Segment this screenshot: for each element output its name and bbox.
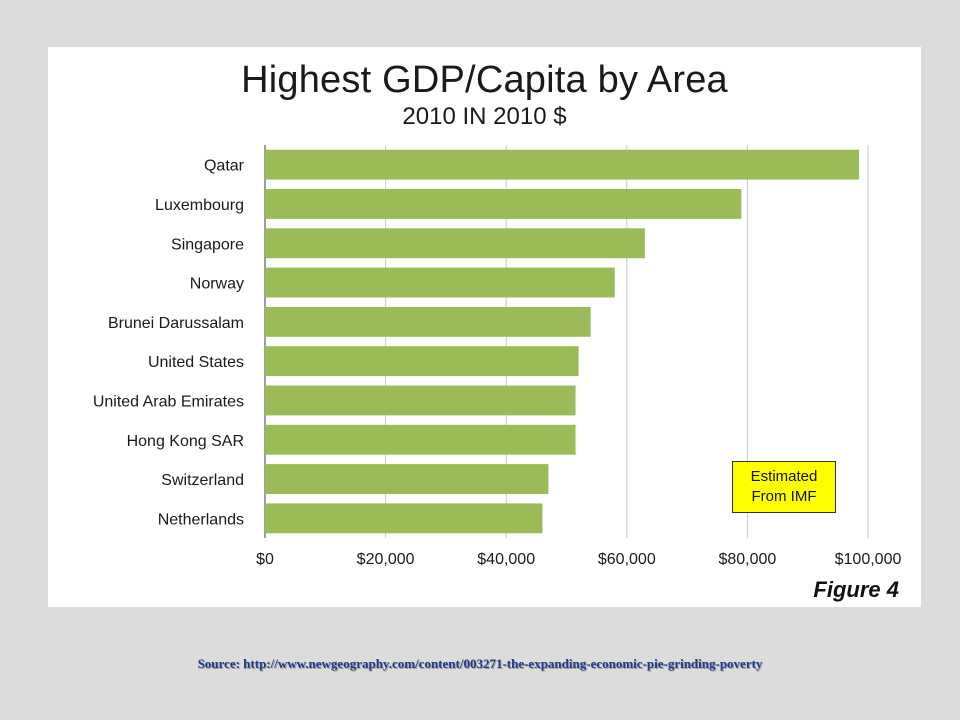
note-line-1: Estimated [750,468,818,485]
bar [265,306,591,337]
x-tick-labels: $0 $20,000 $40,000 $60,000 $80,000 $100,000 [256,551,901,568]
category-label: Luxembourg [155,197,244,214]
figure-label: Figure 4 [813,577,899,602]
x-tick-label: $100,000 [835,551,902,568]
category-label: United States [148,354,244,371]
x-tick-label: $40,000 [477,551,535,568]
bar [265,267,615,298]
category-label: Singapore [171,236,244,253]
x-tick-label: $20,000 [357,551,415,568]
x-tick-label: $60,000 [598,551,656,568]
bar [265,189,742,219]
bar [265,385,576,416]
chart-subtitle: 2010 IN 2010 $ [402,103,567,130]
category-label: Hong Kong SAR [127,433,244,450]
x-tick-label: $80,000 [718,551,776,568]
chart-title: Highest GDP/Capita by Area [241,59,728,101]
source-citation: Source: http://www.newgeography.com/cont… [197,656,763,671]
bar [265,503,543,534]
bar [265,424,576,455]
bar [265,228,645,259]
chart-panel: Highest GDP/Capita by Area 2010 IN 2010 … [48,47,921,607]
category-label: Netherlands [158,511,244,528]
note-line-2: From IMF [751,488,817,505]
x-tick-label: $0 [256,551,274,568]
bar [265,346,579,377]
category-labels: Qatar Luxembourg Singapore Norway Brunei Dar… [93,158,245,529]
category-label: Qatar [204,158,245,175]
bar-chart: Qatar Luxembourg Singapore Norway Brunei Dar… [93,145,901,568]
imf-estimate-note: Estimated From IMF [732,461,836,513]
category-label: Norway [190,276,244,293]
bar [265,464,549,494]
category-label: Brunei Darussalam [108,315,244,332]
bar-layer [265,149,859,534]
bar [265,149,859,180]
category-label: United Arab Emirates [93,393,244,410]
category-label: Switzerland [161,472,244,489]
